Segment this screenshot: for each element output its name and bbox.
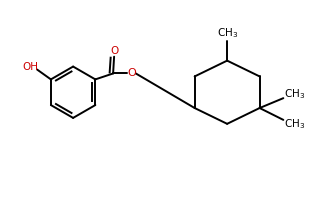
Text: CH$_3$: CH$_3$: [284, 117, 305, 131]
Text: OH: OH: [22, 62, 38, 72]
Text: O: O: [127, 68, 136, 79]
Text: CH$_3$: CH$_3$: [217, 26, 238, 40]
Text: O: O: [110, 46, 118, 56]
Text: CH$_3$: CH$_3$: [284, 87, 305, 101]
